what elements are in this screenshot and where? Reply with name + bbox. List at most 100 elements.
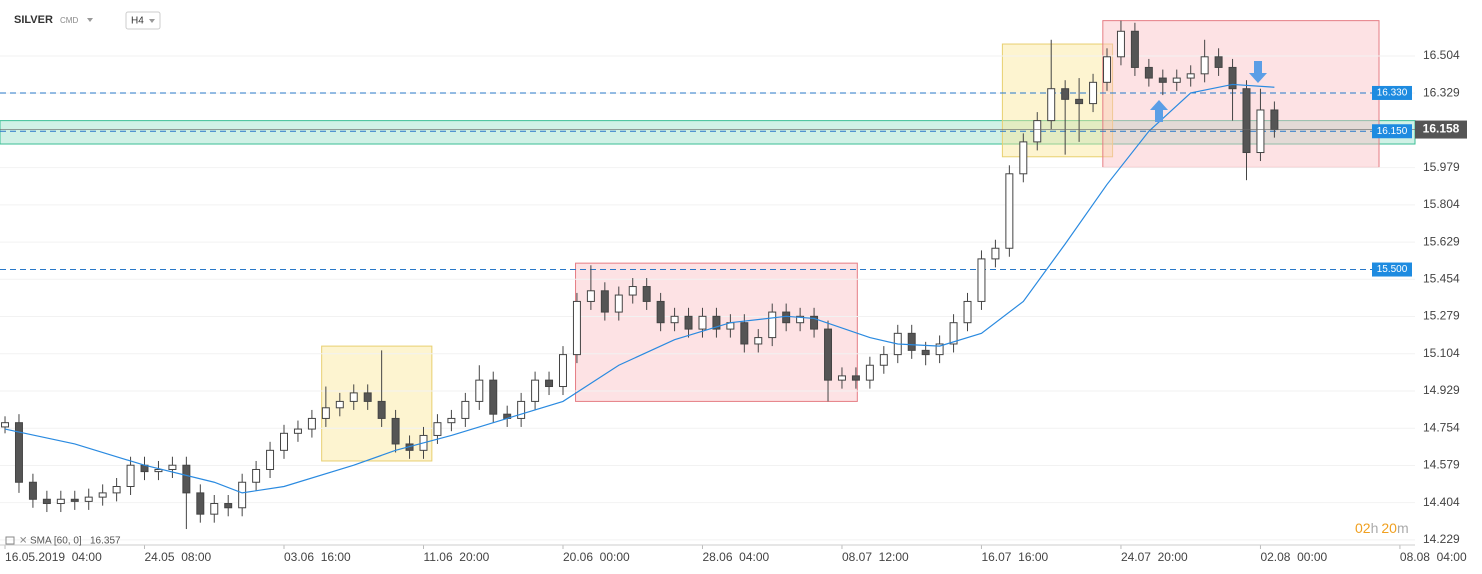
candle-body [1242, 88, 1251, 154]
sma-line [4, 83, 1275, 494]
data-layer [0, 20, 1415, 530]
y-tick-label: 15.454 [1423, 271, 1460, 285]
candle-body [210, 503, 219, 515]
candle-body [307, 417, 316, 430]
candle-body [28, 481, 37, 500]
candle-body [586, 290, 595, 302]
x-tick-label: 03.06 16:00 [284, 550, 351, 564]
candle-body [963, 300, 972, 324]
y-tick-label: 14.404 [1423, 495, 1460, 509]
candle-body [935, 343, 944, 356]
candle-body [1186, 73, 1195, 79]
candle-body [112, 486, 121, 494]
x-tick-label: 02.08 00:00 [1260, 550, 1327, 564]
candle-body [391, 417, 400, 445]
candle-body [42, 498, 51, 505]
indicator-close[interactable]: ✕ [19, 536, 27, 547]
candle-body [921, 349, 930, 356]
candle-body [1144, 66, 1153, 79]
candle-body [782, 311, 791, 324]
indicator-icon[interactable] [5, 536, 15, 545]
candle-body [224, 503, 233, 509]
level-label-box [1372, 85, 1412, 100]
level-label: 16.150 [1377, 126, 1408, 137]
candle-body [1228, 66, 1237, 90]
candle-body [600, 290, 609, 313]
indicator-value: 16.357 [90, 536, 121, 547]
candle-body [1256, 109, 1265, 154]
arrow-down [1249, 61, 1267, 83]
candle-body [1019, 141, 1028, 175]
y-tick-label: 16.504 [1423, 48, 1460, 62]
x-tick-label: 24.07 20:00 [1121, 550, 1188, 564]
timeframe-button[interactable] [125, 11, 161, 30]
candle-body [1, 422, 10, 428]
candle-body [252, 468, 261, 483]
candle-body [56, 498, 65, 505]
candle-body [1047, 88, 1056, 122]
y-tick-label: 14.754 [1423, 420, 1460, 434]
candle-body [433, 422, 442, 436]
level-label: 15.500 [1377, 264, 1408, 275]
candle-body [740, 322, 749, 345]
candle-body [1200, 56, 1209, 75]
candle-body [475, 379, 484, 402]
x-tick-label: 11.06 20:00 [423, 550, 489, 564]
candle-body [377, 400, 386, 419]
level-label-box [1372, 262, 1412, 277]
x-tick-label: 28.06 04:00 [702, 550, 769, 564]
candle-body [670, 315, 679, 324]
candle-body [1103, 56, 1111, 83]
candle-body [1089, 81, 1098, 105]
candle-body [865, 364, 874, 381]
x-tick-label: 24.05 08:00 [145, 550, 212, 564]
candle-body [977, 258, 986, 302]
last-price-label: 16.158 [1423, 122, 1460, 136]
candle-body [98, 492, 107, 498]
candle-body [1130, 30, 1139, 68]
candle-body [837, 375, 846, 381]
x-tick-label: 20.06 00:00 [563, 550, 630, 564]
candle-body [363, 392, 372, 402]
candle-body [768, 311, 777, 339]
candle-body [851, 375, 860, 381]
candle-body [545, 379, 554, 388]
indicator-label: SMA [60, 0] [30, 536, 82, 547]
labels-layer: 16.504 16.329 15.979 15.804 15.629 15.454 15.2… [5, 48, 1467, 564]
countdown-m: m [1397, 520, 1409, 536]
candle-body [280, 432, 288, 451]
candle-body [949, 322, 958, 345]
candle-body [168, 464, 177, 470]
x-tick-label: 16.05.2019 04:00 [5, 550, 102, 564]
y-tick-label: 15.629 [1423, 234, 1460, 248]
candle-body [824, 328, 833, 381]
candle-body [266, 449, 275, 470]
candle-body [907, 332, 916, 351]
zones-layer [0, 20, 1416, 462]
zone-distribution [1102, 20, 1380, 168]
candle-body [517, 400, 526, 419]
level-label-box [1372, 124, 1412, 139]
x-tick-label: 08.07 12:00 [842, 550, 909, 564]
candle-body [1075, 98, 1084, 105]
timeframe: H4 [131, 16, 144, 27]
y-tick-label: 15.979 [1423, 160, 1460, 174]
countdown-hours: 02 [1355, 520, 1371, 536]
candle-body [447, 417, 456, 424]
candle-body [196, 492, 205, 515]
candle-body [796, 315, 805, 324]
candle-body [84, 496, 93, 502]
candle-body [754, 337, 763, 345]
candle-body [810, 315, 819, 330]
symbol-dropdown[interactable] [87, 18, 93, 22]
arrow-up [1150, 100, 1168, 122]
candle-body [1116, 30, 1125, 58]
candle-body [126, 464, 135, 488]
countdown-h: h [1371, 520, 1379, 536]
candle-body [321, 407, 330, 419]
candle-body [293, 428, 302, 434]
candle-body [642, 286, 651, 302]
countdown-minutes: 20 [1381, 520, 1397, 536]
y-tick-label: 15.279 [1423, 309, 1460, 323]
